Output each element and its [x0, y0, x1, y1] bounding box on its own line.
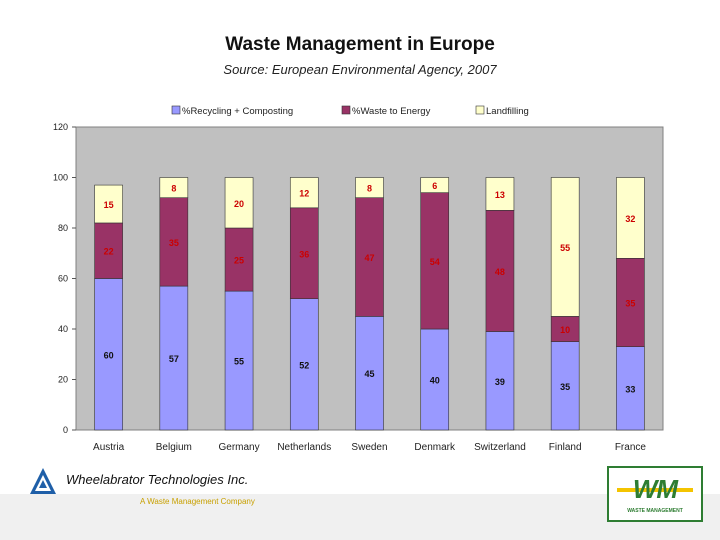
data-label: 55 — [560, 243, 570, 253]
bar-segment — [420, 177, 450, 193]
legend-swatch — [171, 105, 181, 115]
legend-label: %Recycling + Composting — [182, 106, 293, 117]
bar-segment — [420, 328, 450, 431]
bar-segment — [224, 177, 254, 229]
bar-segment — [159, 177, 189, 199]
x-tick-label: Finland — [549, 442, 582, 453]
legend-swatch — [475, 105, 485, 115]
x-tick-label: Germany — [218, 442, 259, 453]
bar-segment — [289, 177, 319, 209]
bar-segment — [159, 197, 189, 287]
y-tick-label: 120 — [53, 122, 68, 132]
bar-segment — [224, 290, 254, 431]
legend-swatch — [341, 105, 351, 115]
bar-segment — [616, 257, 645, 347]
x-tick-label: Netherlands — [277, 442, 331, 453]
bar-segment — [159, 285, 189, 431]
data-label: 33 — [625, 384, 635, 394]
bar-segment — [616, 346, 645, 431]
data-label: 20 — [234, 199, 244, 209]
y-tick-label: 0 — [63, 425, 68, 435]
bar-segment — [224, 227, 254, 292]
company-tagline: A Waste Management Company — [140, 497, 255, 506]
data-label: 8 — [367, 184, 372, 194]
y-tick-label: 60 — [58, 274, 68, 284]
y-tick-label: 100 — [53, 173, 68, 183]
bar-segment — [616, 177, 645, 259]
bar-segment — [289, 207, 319, 300]
legend-label: %Waste to Energy — [352, 106, 431, 117]
y-tick-label: 20 — [58, 375, 68, 385]
footer-band — [0, 494, 720, 540]
data-label: 54 — [430, 257, 440, 267]
bar-segment — [485, 331, 515, 431]
bar-segment — [355, 316, 384, 431]
wm-logo: WM WASTE MANAGEMENT — [607, 466, 703, 522]
legend-label: Landfilling — [486, 106, 529, 117]
wm-logo-text: WM — [632, 474, 678, 504]
y-tick-label: 40 — [58, 324, 68, 334]
company-name: Wheelabrator Technologies Inc. — [66, 472, 249, 487]
data-label: 45 — [364, 369, 374, 379]
bar-segment — [94, 184, 123, 224]
data-label: 15 — [104, 200, 114, 210]
data-label: 39 — [495, 377, 505, 387]
data-label: 36 — [299, 249, 309, 259]
data-label: 25 — [234, 256, 244, 266]
x-tick-label: Switzerland — [474, 442, 526, 453]
bar-segment — [550, 341, 580, 431]
bar-segment — [485, 177, 515, 211]
data-label: 47 — [364, 253, 374, 263]
data-label: 8 — [171, 184, 176, 194]
bar-segment — [485, 210, 515, 332]
stacked-bar-chart: 0 20 40 60 80 100 120 60 22 15 Austria 57 35 8 Belgium… — [53, 105, 664, 453]
bar-segment — [420, 192, 450, 330]
x-tick-label: Austria — [93, 442, 125, 453]
data-label: 40 — [430, 376, 440, 386]
data-label: 60 — [104, 350, 114, 360]
wm-logo-subtext: WASTE MANAGEMENT — [627, 508, 683, 514]
y-tick-label: 80 — [58, 223, 68, 233]
x-tick-label: France — [615, 442, 647, 453]
data-label: 48 — [495, 267, 505, 277]
x-tick-label: Sweden — [351, 442, 387, 453]
data-label: 55 — [234, 357, 244, 367]
bar-segment — [355, 177, 384, 199]
data-label: 52 — [299, 360, 309, 370]
wm-logo-bar — [617, 488, 693, 492]
chart-subtitle: Source: European Environmental Agency, 2… — [223, 62, 497, 77]
data-label: 12 — [299, 189, 309, 199]
x-tick-label: Denmark — [414, 442, 456, 453]
data-label: 22 — [104, 247, 114, 257]
data-label: 10 — [560, 325, 570, 335]
data-label: 35 — [625, 298, 635, 308]
bar-segment — [550, 177, 580, 317]
data-label: 35 — [169, 238, 179, 248]
data-label: 32 — [625, 214, 635, 224]
bar-segment — [550, 316, 580, 342]
data-label: 13 — [495, 190, 505, 200]
data-label: 57 — [169, 354, 179, 364]
bar-segment — [355, 197, 384, 317]
chart-title: Waste Management in Europe — [225, 34, 495, 55]
wheelabrator-logo-icon — [30, 468, 56, 494]
data-label: 6 — [432, 181, 437, 191]
x-tick-label: Belgium — [156, 442, 192, 453]
data-label: 35 — [560, 382, 570, 392]
bar-segment — [94, 278, 123, 431]
